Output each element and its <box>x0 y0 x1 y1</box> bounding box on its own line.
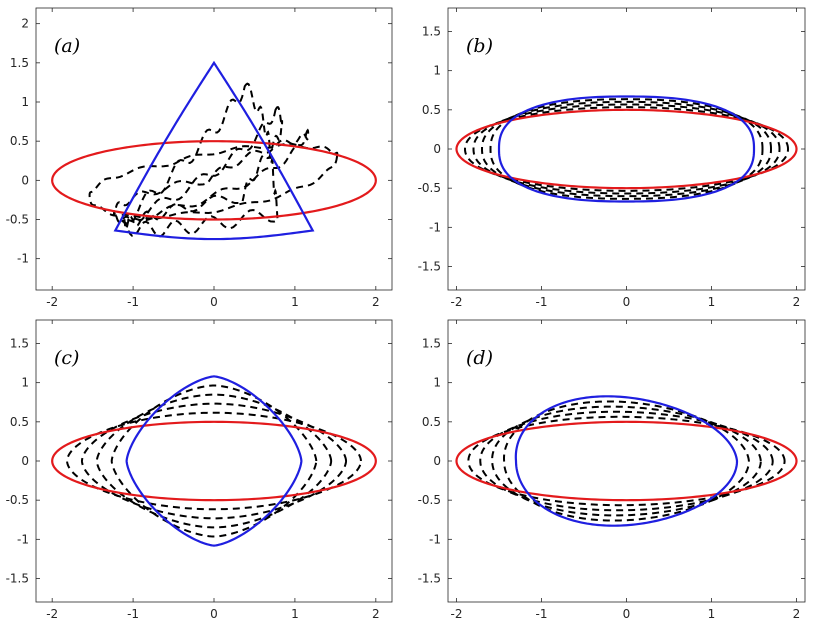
y-tick-label: -0.5 <box>418 181 441 195</box>
x-tick-label: -2 <box>451 295 463 309</box>
y-tick-label: 0.5 <box>422 103 441 117</box>
intermediate-curve-3 <box>472 103 781 195</box>
y-tick-label: 1.5 <box>422 337 441 351</box>
y-tick-label: -1 <box>429 220 441 234</box>
x-tick-label: 1 <box>708 295 716 309</box>
plot-area <box>51 60 377 241</box>
intermediate-curve-4 <box>463 106 790 192</box>
panel-label: (a) <box>54 35 80 57</box>
y-tick-label: 0.5 <box>10 415 29 429</box>
intermediate-curve-3 <box>112 128 310 224</box>
x-tick-label: 0 <box>623 295 631 309</box>
target-shape-curve <box>514 395 739 527</box>
panel-label: (c) <box>54 347 79 369</box>
y-tick-label: -1.5 <box>6 572 29 586</box>
intermediate-curve-2 <box>491 405 762 517</box>
y-tick-label: 0 <box>433 454 441 468</box>
intermediate-curve-3 <box>479 410 774 512</box>
y-tick-label: 1.5 <box>10 337 29 351</box>
panel-1: -2 -1 0 1 2 -1 -0.5 0 0.5 1 1.5 2 (a) <box>6 7 393 309</box>
x-tick-label: -1 <box>127 607 139 621</box>
y-tick-label: 1.5 <box>10 56 29 70</box>
x-tick-label: 1 <box>708 607 716 621</box>
x-tick-label: -1 <box>536 607 548 621</box>
y-tick-label: -0.5 <box>6 493 29 507</box>
initial-ellipse-curve <box>455 108 798 190</box>
intermediate-curve-1 <box>489 98 764 200</box>
axes-frame <box>447 319 806 603</box>
y-tick-label: 0 <box>21 173 29 187</box>
y-tick-label: 2 <box>21 17 29 31</box>
y-tick-label: 1 <box>433 64 441 78</box>
x-tick-label: -2 <box>451 607 463 621</box>
target-shape-curve <box>125 375 303 547</box>
y-tick-label: -0.5 <box>418 493 441 507</box>
y-tick-label: -1 <box>17 252 29 266</box>
x-tick-label: -1 <box>127 295 139 309</box>
x-tick-label: -1 <box>536 295 548 309</box>
initial-ellipse-curve <box>51 420 377 502</box>
y-tick-label: 1 <box>433 376 441 390</box>
y-tick-label: -0.5 <box>6 213 29 227</box>
y-tick-label: 1 <box>21 376 29 390</box>
x-tick-label: 2 <box>372 607 380 621</box>
x-tick-label: -2 <box>46 295 58 309</box>
y-tick-label: 0.5 <box>10 134 29 148</box>
y-tick-label: 0 <box>21 454 29 468</box>
y-tick-label: -1.5 <box>418 260 441 274</box>
initial-ellipse-curve <box>51 140 377 221</box>
y-tick-label: 1.5 <box>422 25 441 39</box>
x-tick-label: 1 <box>291 607 299 621</box>
x-tick-label: 2 <box>372 295 380 309</box>
x-tick-label: 0 <box>623 607 631 621</box>
x-tick-label: 2 <box>793 295 801 309</box>
axes-frame <box>35 319 393 603</box>
axes-frame <box>447 7 806 291</box>
plot-area <box>51 375 377 547</box>
y-tick-label: 0 <box>433 142 441 156</box>
panel-4: -2 -1 0 1 2 -1.5 -1 -0.5 0 0.5 1 1.5 (d) <box>418 319 806 621</box>
panel-2: -2 -1 0 1 2 -1.5 -1 -0.5 0 0.5 1 1.5 (b) <box>418 7 806 309</box>
panel-label: (b) <box>466 35 493 57</box>
y-tick-label: 0.5 <box>422 415 441 429</box>
x-tick-label: 0 <box>210 607 218 621</box>
y-tick-label: -1 <box>429 532 441 546</box>
panel-3: -2 -1 0 1 2 -1.5 -1 -0.5 0 0.5 1 1.5 (c) <box>6 319 393 621</box>
plot-area <box>455 95 798 203</box>
y-tick-label: -1 <box>17 532 29 546</box>
panel-label: (d) <box>466 347 493 369</box>
x-tick-label: -2 <box>46 607 58 621</box>
axes-frame <box>35 7 393 291</box>
y-tick-label: 1 <box>21 95 29 109</box>
intermediate-curve-1 <box>115 82 279 238</box>
target-shape-curve <box>113 60 315 241</box>
target-shape-curve <box>497 95 756 203</box>
intermediate-curve-4 <box>88 142 339 220</box>
y-tick-label: -1.5 <box>418 572 441 586</box>
intermediate-curve-4 <box>66 411 362 511</box>
intermediate-curve-3 <box>80 402 348 520</box>
x-tick-label: 1 <box>291 295 299 309</box>
intermediate-curve-2 <box>480 100 773 198</box>
plot-area <box>455 395 798 527</box>
x-tick-label: 2 <box>793 607 801 621</box>
x-tick-label: 0 <box>210 295 218 309</box>
